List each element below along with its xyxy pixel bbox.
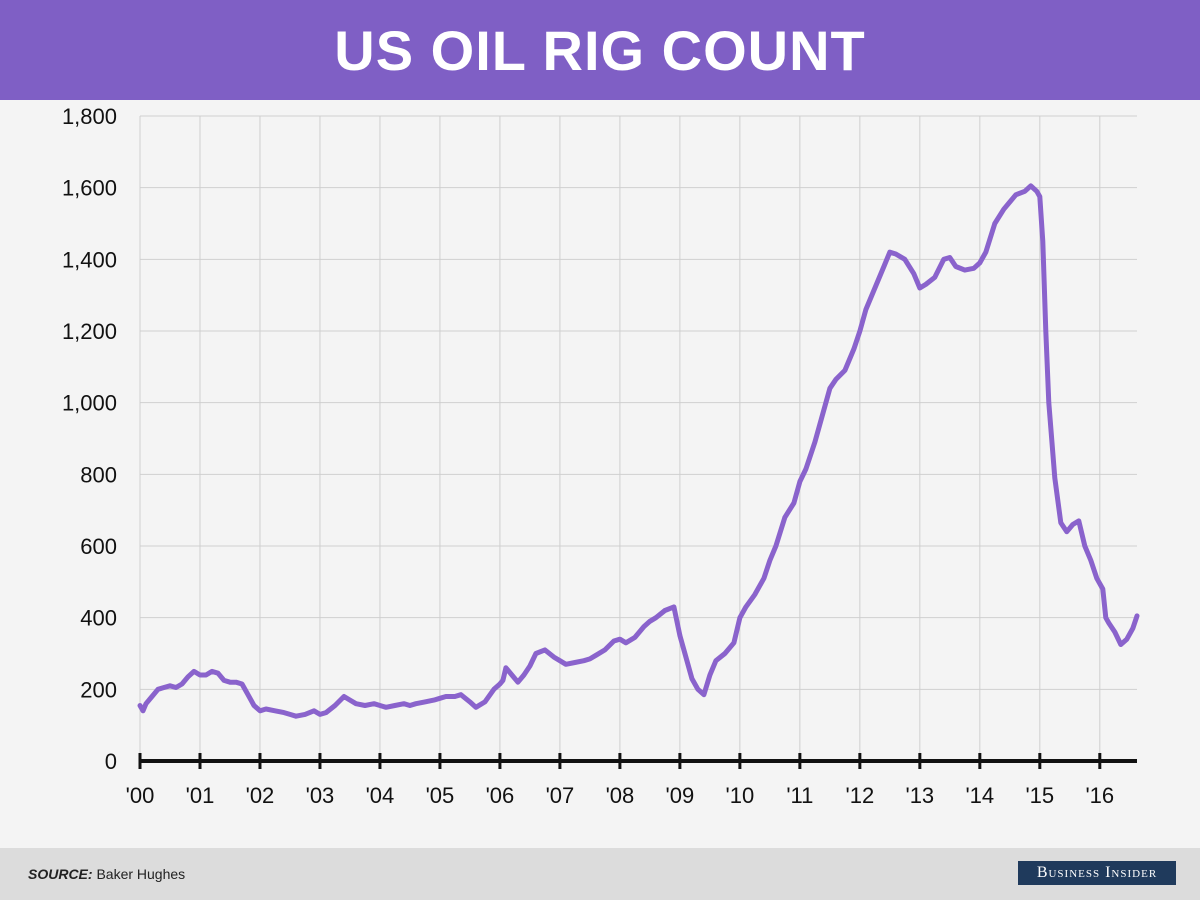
x-tick-label: '02 [246,783,275,808]
x-tick-label: '10 [726,783,755,808]
x-tick-label: '15 [1025,783,1054,808]
y-tick-label: 1,000 [62,391,117,416]
x-tick-label: '05 [426,783,455,808]
rig-count-series-line [137,183,1140,719]
chart-area: 0 200 400 600 800 1,000 1,200 1,400 1,600 1,800 '0… [0,100,1200,848]
footer: SOURCE: Baker Hughes Business Insider [0,848,1200,900]
rig-count-line-chart: 0 200 400 600 800 1,000 1,200 1,400 1,600 1,800 '0… [62,104,1140,808]
y-tick-label: 400 [80,606,117,631]
source-label: SOURCE: [28,866,93,882]
x-tick-label: '14 [965,783,994,808]
x-tick-label: '03 [306,783,335,808]
x-tick-label: '13 [906,783,935,808]
business-insider-logo: Business Insider [1018,861,1176,885]
y-tick-label: 600 [80,534,117,559]
y-tick-label: 200 [80,677,117,702]
x-tick-label: '16 [1085,783,1114,808]
x-tick-label: '09 [666,783,695,808]
x-tick-label: '04 [366,783,395,808]
x-tick-label: '00 [126,783,155,808]
x-tick-label: '06 [486,783,515,808]
y-tick-label: 800 [80,462,117,487]
y-tick-label: 1,200 [62,319,117,344]
y-tick-label: 1,800 [62,104,117,129]
title-banner: US OIL RIG COUNT [0,0,1200,100]
chart-title: US OIL RIG COUNT [334,18,866,82]
x-tick-label: '11 [786,783,813,808]
source-text: Baker Hughes [96,866,186,882]
x-tick-label: '07 [546,783,575,808]
x-tick-label: '01 [186,783,215,808]
y-tick-label: 0 [105,749,117,774]
x-tick-label: '12 [846,783,875,808]
y-tick-label: 1,600 [62,176,117,201]
y-tick-label: 1,400 [62,247,117,272]
source-note: SOURCE: Baker Hughes [28,866,185,882]
x-tick-label: '08 [606,783,635,808]
